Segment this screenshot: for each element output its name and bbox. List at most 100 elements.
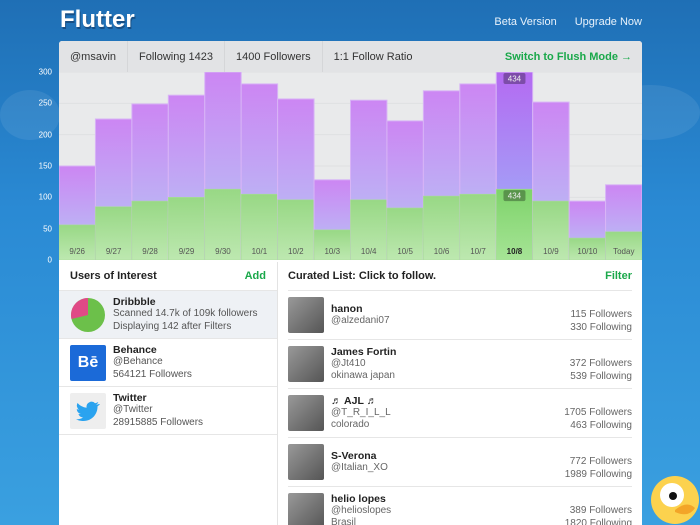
y-tick-label: 100 [38, 192, 52, 202]
y-axis: 0 50 100 150 200 250 300 [0, 0, 56, 525]
switch-flush-mode-link[interactable]: Switch to Flush Mode → [504, 50, 632, 63]
user-item-twitter[interactable]: Twitter @Twitter 28915885 Followers [59, 387, 277, 435]
bird-mascot-icon [651, 476, 699, 524]
user-item-behance[interactable]: Bē Behance @Behance 564121 Followers [59, 339, 277, 387]
bar-green [95, 206, 133, 260]
dribbble-pie-icon [70, 297, 106, 333]
curated-following: 539 Following [570, 371, 632, 382]
x-tick-label: 10/4 [361, 247, 377, 256]
user-item-dribbble[interactable]: Dribbble Scanned 14.7k of 109k followers D… [59, 291, 277, 339]
curated-item[interactable]: helio lopes @helioslopes Brasil 389 Follow… [288, 487, 632, 525]
beta-version-link[interactable]: Beta Version [494, 16, 557, 28]
curated-handle: @T_R_I_L_L [331, 406, 391, 418]
curated-handle: @helioslopes [331, 504, 392, 516]
avatar [288, 395, 324, 431]
followers-stat: 1400 Followers [225, 41, 323, 72]
bar-green [168, 197, 206, 260]
curated-handle: @Jt410 [331, 357, 366, 369]
add-button[interactable]: Add [244, 270, 266, 282]
curated-followers: 772 Followers [569, 456, 632, 467]
x-tick-label: 10/7 [470, 247, 486, 256]
stats-bar: @msavin Following 1423 1400 Followers 1:… [59, 41, 642, 72]
curated-list: Curated List: Click to follow. Filter han… [278, 262, 642, 525]
curated-handle: @alzedani07 [331, 314, 390, 326]
bar-green [459, 193, 497, 260]
x-tick-label: 9/28 [142, 247, 158, 256]
curated-item[interactable]: ♬ AJL ♬ @T_R_I_L_L colorado 1705 Followers… [288, 389, 632, 438]
user-detail: Scanned 14.7k of 109k followers [113, 308, 258, 319]
user-detail: @Twitter [113, 404, 153, 415]
curated-name: hanon [331, 302, 363, 315]
curated-name: James Fortin [331, 345, 397, 358]
avatar [288, 444, 324, 480]
x-tick-label: 10/2 [288, 247, 304, 256]
user-detail: 564121 Followers [113, 368, 192, 380]
curated-followers: 115 Followers [570, 309, 632, 320]
bar-green [605, 231, 642, 260]
x-tick-label: 10/1 [252, 247, 268, 256]
x-tick-label: Today [613, 247, 634, 256]
curated-title: Curated List: Click to follow. [288, 270, 437, 282]
curated-followers: 389 Followers [569, 505, 632, 516]
curated-followers: 1705 Followers [564, 407, 632, 418]
ratio-stat: 1:1 Follow Ratio [333, 50, 413, 63]
curated-following: 330 Following [570, 322, 632, 333]
curated-following: 1989 Following [564, 469, 632, 480]
value-label: 434 [508, 192, 522, 201]
curated-following: 463 Following [570, 420, 632, 431]
curated-location: colorado [331, 419, 370, 430]
value-badge [503, 73, 526, 84]
y-tick-label: 150 [38, 161, 52, 171]
bar-green [277, 199, 315, 260]
bar-green [240, 193, 278, 260]
x-tick-label: 10/5 [397, 247, 413, 256]
follower-chart: 9/26 9/27 9/28 9/29 9/30 10/1 10/2 10/3 10/4 10/5… [59, 72, 642, 260]
x-tick-label: 9/29 [179, 247, 195, 256]
twitter-bird-icon [70, 392, 106, 429]
following-stat: Following 1423 [128, 41, 226, 72]
y-tick-label: 0 [47, 255, 52, 265]
curated-name: S-Verona [331, 449, 377, 462]
x-tick-label: 10/6 [434, 247, 450, 256]
y-tick-label: 50 [43, 224, 52, 234]
main-panel: @msavin Following 1423 1400 Followers 1:… [59, 41, 642, 525]
filter-button[interactable]: Filter [605, 270, 632, 282]
app-logo: Flutter [60, 6, 135, 33]
y-tick-label: 250 [38, 98, 52, 108]
x-tick-label: 10/3 [324, 247, 340, 256]
curated-item[interactable]: hanon @alzedani07 115 Followers 330 Follow… [288, 291, 632, 340]
avatar [288, 297, 324, 333]
x-tick-label: 9/26 [69, 247, 85, 256]
handle-stat: @msavin [59, 41, 129, 72]
avatar [288, 493, 324, 525]
user-name: Behance [113, 344, 157, 356]
x-tick-label: 9/27 [106, 247, 122, 256]
avatar [288, 346, 324, 382]
x-tick-label: 10/8 [507, 247, 523, 256]
curated-item[interactable]: James Fortin @Jt410 okinawa japan 372 Foll… [288, 340, 632, 389]
curated-location: okinawa japan [331, 370, 395, 381]
x-tick-label: 10/9 [543, 247, 559, 256]
users-title: Users of Interest [70, 270, 157, 282]
upgrade-now-link[interactable]: Upgrade Now [574, 16, 642, 28]
curated-name: ♬ AJL ♬ [331, 394, 378, 407]
users-of-interest: Users of Interest Add Dribbble Scanned 14.… [59, 262, 278, 525]
bar-green [131, 200, 169, 260]
x-tick-label: 9/30 [215, 247, 231, 256]
y-tick-label: 200 [38, 130, 52, 140]
bar-green [313, 229, 351, 260]
value-label: 434 [508, 75, 522, 84]
behance-icon: Bē [70, 344, 106, 381]
user-detail: 28915885 Followers [113, 416, 204, 428]
bar-green [59, 224, 96, 260]
bar-green [350, 199, 388, 260]
cloud-decoration [0, 90, 60, 140]
curated-location: Brasil [331, 517, 357, 525]
curated-item[interactable]: S-Verona @Italian_XO 772 Followers 1989 Fo… [288, 438, 632, 487]
bar-green [532, 200, 570, 260]
x-tick-label: 10/10 [577, 247, 598, 256]
user-name: Dribbble [113, 296, 156, 308]
value-badge [503, 190, 526, 202]
y-tick-label: 300 [38, 67, 52, 77]
curated-followers: 372 Followers [569, 358, 632, 369]
